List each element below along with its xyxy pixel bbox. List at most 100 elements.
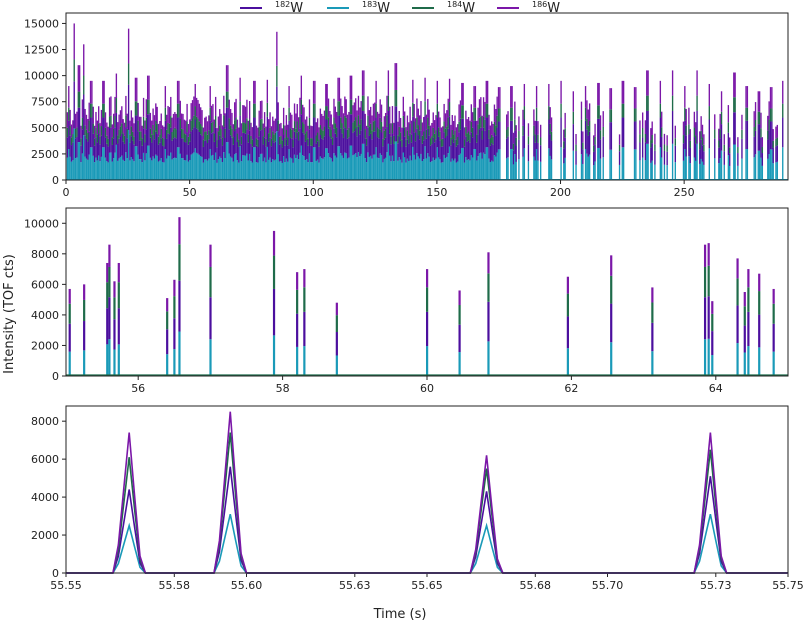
bar-186w — [287, 124, 289, 138]
bar-184w — [172, 129, 175, 139]
bar-183w — [304, 160, 307, 180]
spike-186w — [117, 262, 120, 283]
bar-183w — [436, 147, 439, 180]
bar-182w — [746, 120, 749, 150]
bar-182w — [206, 142, 209, 161]
bar-183w — [427, 153, 429, 180]
y-tick-label: 6000 — [31, 453, 59, 466]
spike-182w — [117, 308, 120, 345]
bar-182w — [144, 142, 146, 161]
bar-183w — [734, 144, 736, 180]
bar-186w — [495, 108, 497, 126]
bar-183w — [242, 155, 244, 180]
spike-183w — [303, 346, 306, 376]
bar-182w — [289, 137, 292, 158]
bar-183w — [758, 150, 761, 180]
bar-186w — [76, 111, 78, 128]
bar-183w — [117, 160, 119, 180]
bar-186w — [775, 126, 777, 139]
bar-184w — [118, 129, 120, 139]
bar-184w — [287, 137, 289, 146]
bar-182w — [757, 124, 759, 151]
bar-186w — [481, 115, 483, 131]
bar-182w — [442, 146, 444, 163]
bar-182w — [425, 138, 428, 159]
bar-184w — [401, 139, 403, 148]
bar-182w — [514, 130, 516, 155]
bar-182w — [602, 136, 604, 158]
bar-183w — [194, 148, 196, 180]
bar-186w — [359, 107, 361, 125]
bar-183w — [368, 156, 371, 180]
bar-184w — [72, 134, 74, 143]
bar-184w — [741, 129, 743, 139]
bar-182w — [480, 127, 482, 153]
bar-182w — [299, 128, 301, 153]
bar-186w — [293, 103, 296, 122]
bar-186w — [262, 123, 264, 137]
bar-186w — [505, 114, 508, 130]
bar-183w — [78, 142, 81, 180]
bar-183w — [330, 158, 332, 180]
bar-184w — [331, 137, 334, 145]
bar-182w — [768, 130, 770, 155]
bar-186w — [621, 80, 623, 104]
bar-184w — [661, 127, 663, 137]
x-tick-label: 55.73 — [700, 579, 732, 592]
bar-184w — [119, 126, 122, 137]
bar-186w — [205, 116, 207, 132]
bar-184w — [302, 122, 304, 133]
spike-183w — [166, 354, 169, 376]
bar-182w — [682, 143, 685, 161]
y-tick-label: 15000 — [24, 17, 59, 30]
bar-183w — [444, 158, 447, 180]
bar-184w — [303, 124, 305, 135]
bar-182w — [166, 138, 168, 159]
bar-182w — [104, 137, 107, 158]
bar-184w — [359, 124, 361, 135]
spike-183w — [711, 355, 714, 376]
bar-184w — [572, 111, 574, 125]
spike-184w — [296, 289, 299, 314]
bar-183w — [174, 157, 176, 180]
bar-186w — [416, 98, 418, 118]
bar-184w — [507, 126, 509, 137]
bar-186w — [239, 77, 241, 102]
bar-184w — [534, 134, 536, 143]
bar-182w — [170, 127, 172, 153]
bar-182w — [341, 133, 343, 156]
bar-182w — [240, 144, 243, 162]
bar-183w — [111, 161, 113, 180]
spike-183w — [108, 339, 111, 376]
bar-182w — [372, 131, 375, 155]
bar-182w — [394, 106, 396, 142]
bar-183w — [384, 157, 387, 180]
bar-182w — [639, 142, 641, 161]
bar-186w — [130, 110, 133, 127]
bar-182w — [700, 139, 702, 159]
bar-184w — [757, 111, 759, 125]
bar-184w — [481, 130, 483, 140]
bar-182w — [145, 129, 147, 154]
bar-182w — [228, 129, 230, 154]
bar-183w — [76, 157, 78, 180]
spike-186w — [566, 276, 569, 294]
x-tick-label: 0 — [63, 186, 70, 199]
bar-182w — [163, 146, 165, 163]
bar-186w — [584, 86, 587, 108]
bar-183w — [432, 157, 434, 180]
bar-183w — [234, 154, 236, 180]
y-tick-label: 8000 — [31, 248, 59, 261]
bar-184w — [110, 115, 112, 128]
bar-184w — [745, 107, 747, 121]
bar-186w — [99, 123, 101, 137]
bar-182w — [255, 145, 258, 163]
bar-184w — [782, 103, 784, 118]
bar-184w — [467, 131, 470, 141]
bar-184w — [410, 134, 413, 143]
bar-186w — [696, 70, 698, 96]
bar-186w — [112, 113, 115, 129]
bar-183w — [522, 156, 524, 180]
bar-186w — [477, 107, 479, 125]
bar-184w — [76, 127, 78, 137]
